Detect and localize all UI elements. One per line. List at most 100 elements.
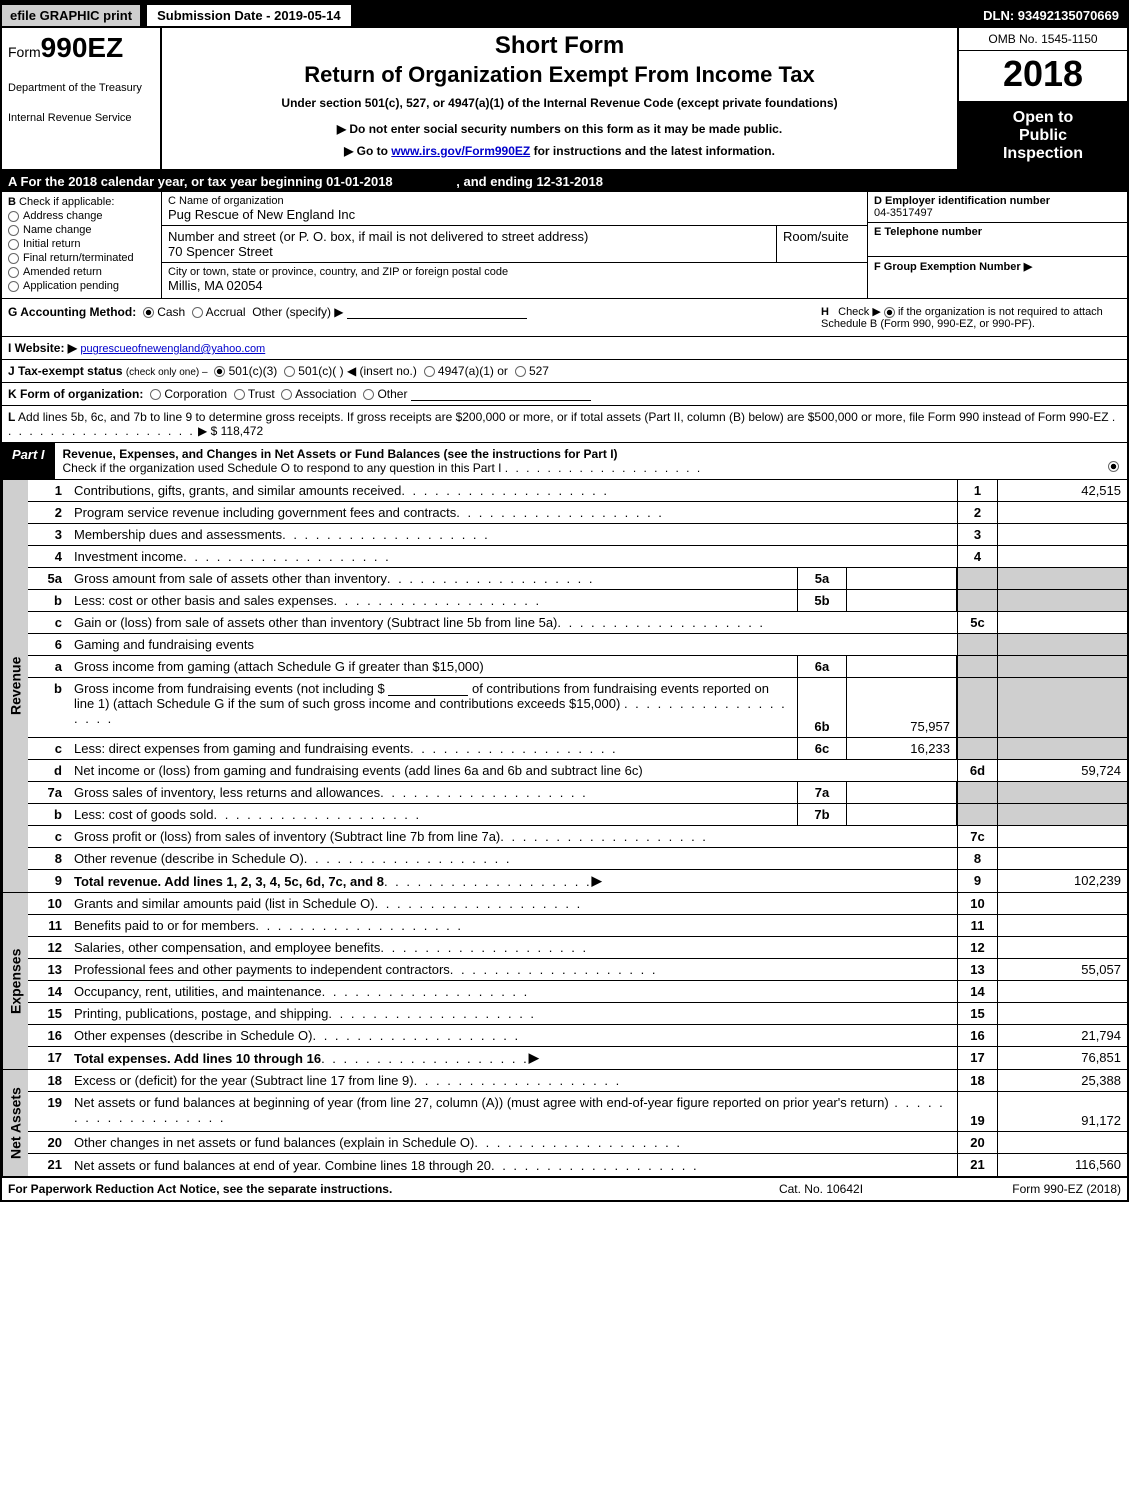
website-link[interactable]: pugrescueofnewengland@yahoo.com (80, 343, 265, 355)
ein-cell: D Employer identification number 04-3517… (868, 192, 1127, 223)
radio-501c3-icon[interactable] (214, 366, 225, 377)
irs-link[interactable]: www.irs.gov/Form990EZ (391, 144, 530, 158)
mid-val (847, 782, 957, 803)
chk-final-return[interactable]: Final return/terminated (8, 252, 155, 264)
radio-schedule-b-icon[interactable] (884, 307, 895, 318)
c-label: C Name of organization (168, 195, 861, 207)
other-label: Other (specify) ▶ (252, 305, 343, 319)
line-8-value (997, 848, 1127, 869)
line-num: b (28, 804, 68, 825)
street-cell: Number and street (or P. O. box, if mail… (162, 226, 777, 262)
line-desc: Gaming and fundraising events (74, 637, 254, 652)
radio-527-icon[interactable] (515, 366, 526, 377)
website-row: I Website: ▶ pugrescueofnewengland@yahoo… (2, 337, 1127, 360)
shaded-cell (957, 782, 997, 803)
line-6b-desc-pre: Gross income from fundraising events (no… (74, 681, 385, 696)
form-of-org-row: K Form of organization: Corporation Trus… (2, 383, 1127, 406)
opt-other: Other (377, 387, 407, 401)
group-exemption-cell: F Group Exemption Number ▶ (868, 257, 1127, 291)
revenue-section: Revenue 1 Contributions, gifts, grants, … (2, 480, 1127, 893)
line-6c: c Less: direct expenses from gaming and … (28, 738, 1127, 760)
shaded-cell (957, 634, 997, 655)
open-line3: Inspection (959, 145, 1127, 163)
radio-corp-icon[interactable] (150, 389, 161, 400)
schedule-o-check-icon[interactable] (1108, 461, 1119, 472)
l-label: L (8, 410, 15, 424)
radio-501c-icon[interactable] (284, 366, 295, 377)
row-a-prefix: A (8, 174, 17, 189)
radio-accrual-icon[interactable] (192, 307, 203, 318)
h-check-text: Check ▶ (838, 306, 881, 318)
shaded-cell (957, 568, 997, 589)
line-num: 12 (28, 937, 68, 958)
submission-date-button[interactable]: Submission Date - 2019-05-14 (146, 4, 352, 27)
line-col: 4 (957, 546, 997, 567)
contributions-blank[interactable] (388, 684, 468, 696)
gross-receipts-value: 118,472 (221, 424, 264, 438)
line-desc: Printing, publications, postage, and shi… (74, 1006, 328, 1021)
line-num: 5a (28, 568, 68, 589)
street-label: Number and street (or P. O. box, if mail… (168, 229, 770, 244)
line-col: 15 (957, 1003, 997, 1024)
radio-assoc-icon[interactable] (281, 389, 292, 400)
net-assets-side-label: Net Assets (2, 1070, 28, 1176)
header-left: Form990EZ Department of the Treasury Int… (2, 28, 162, 169)
line-num: 20 (28, 1132, 68, 1153)
chk-name-change[interactable]: Name change (8, 224, 155, 236)
radio-cash-icon[interactable] (143, 307, 154, 318)
line-21: 21 Net assets or fund balances at end of… (28, 1154, 1127, 1176)
shaded-cell (957, 678, 997, 737)
efile-print-button[interactable]: efile GRAPHIC print (2, 5, 140, 26)
line-desc: Gross income from gaming (attach Schedul… (74, 659, 484, 674)
line-6d: d Net income or (loss) from gaming and f… (28, 760, 1127, 782)
form-ref: Form 990-EZ (2018) (921, 1182, 1121, 1196)
line-num: 6 (28, 634, 68, 655)
column-b: B Check if applicable: Address change Na… (2, 192, 162, 298)
radio-4947-icon[interactable] (424, 366, 435, 377)
telephone-cell: E Telephone number (868, 223, 1127, 257)
line-col: 18 (957, 1070, 997, 1091)
mid-val (847, 568, 957, 589)
header-middle: Short Form Return of Organization Exempt… (162, 28, 957, 169)
identity-block: B Check if applicable: Address change Na… (2, 192, 1127, 299)
chk-application-pending[interactable]: Application pending (8, 280, 155, 292)
line-col: 7c (957, 826, 997, 847)
line-num: b (28, 590, 68, 611)
line-num: 19 (28, 1092, 68, 1131)
line-20: 20 Other changes in net assets or fund b… (28, 1132, 1127, 1154)
mid-col: 6a (797, 656, 847, 677)
line-col: 8 (957, 848, 997, 869)
other-org-input[interactable] (411, 389, 591, 401)
goto-line: ▶ Go to www.irs.gov/Form990EZ for instru… (170, 144, 949, 158)
radio-trust-icon[interactable] (234, 389, 245, 400)
net-assets-section: Net Assets 18 Excess or (deficit) for th… (2, 1070, 1127, 1178)
line-10-value (997, 893, 1127, 914)
column-def: D Employer identification number 04-3517… (867, 192, 1127, 298)
shaded-cell (997, 678, 1127, 737)
line-num: 14 (28, 981, 68, 1002)
chk-initial-return[interactable]: Initial return (8, 238, 155, 250)
h-label: H (821, 306, 829, 318)
dln-label: DLN: 93492135070669 (975, 5, 1127, 26)
line-desc: Grants and similar amounts paid (list in… (74, 896, 375, 911)
l-amount-prefix: ▶ $ (198, 424, 221, 438)
radio-other-icon[interactable] (363, 389, 374, 400)
irs-label: Internal Revenue Service (8, 112, 154, 124)
line-7c: c Gross profit or (loss) from sales of i… (28, 826, 1127, 848)
chk-amended-return[interactable]: Amended return (8, 266, 155, 278)
other-specify-input[interactable] (347, 307, 527, 319)
mid-col: 5b (797, 590, 847, 611)
line-2-value (997, 502, 1127, 523)
tax-exempt-row: J Tax-exempt status (check only one) – 5… (2, 360, 1127, 383)
page-footer: For Paperwork Reduction Act Notice, see … (2, 1178, 1127, 1200)
tax-year: 2018 (959, 51, 1127, 103)
part1-title: Revenue, Expenses, and Changes in Net As… (63, 447, 618, 461)
revenue-side-label: Revenue (2, 480, 28, 892)
chk-address-change[interactable]: Address change (8, 210, 155, 222)
cat-no: Cat. No. 10642I (721, 1182, 921, 1196)
mid-col: 7a (797, 782, 847, 803)
line-17-value: 76,851 (997, 1047, 1127, 1069)
line-col: 21 (957, 1154, 997, 1176)
line-num: 1 (28, 480, 68, 501)
form-page: efile GRAPHIC print Submission Date - 20… (0, 0, 1129, 1202)
